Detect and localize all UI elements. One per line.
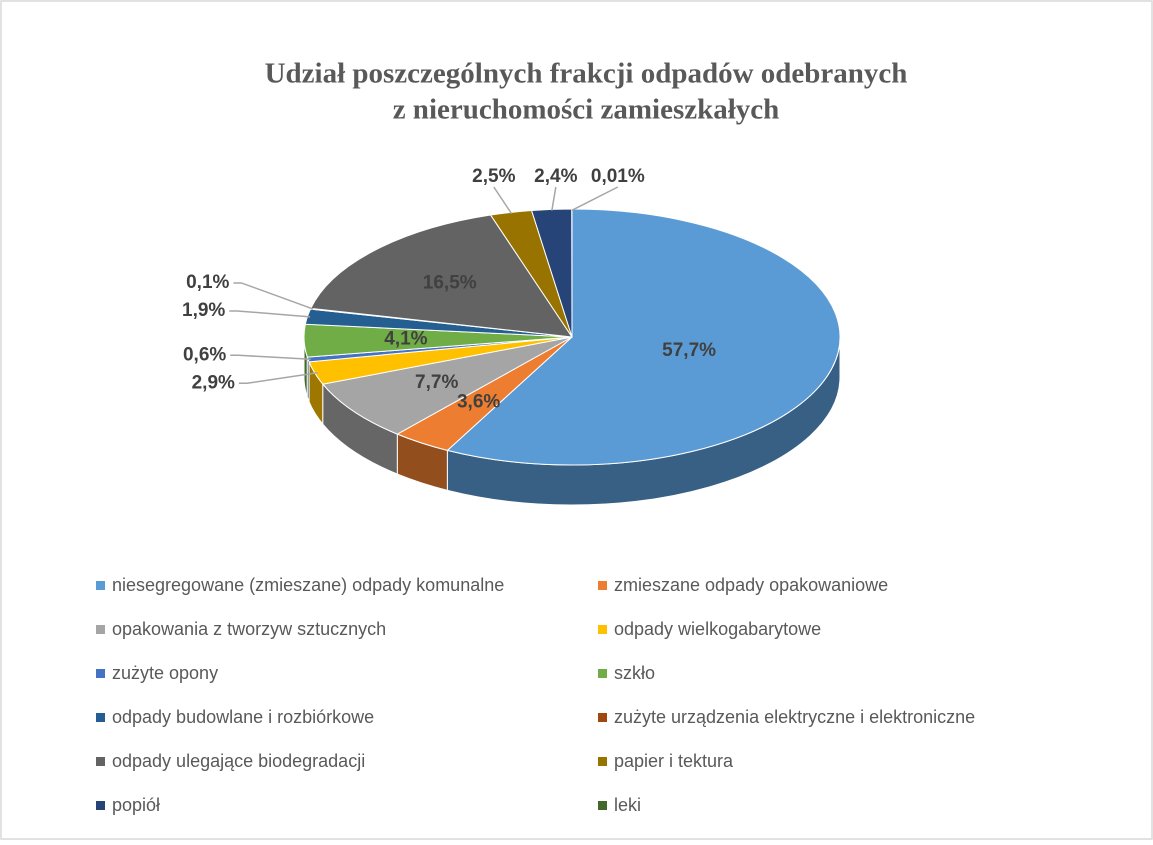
- legend-label: odpady budowlane i rozbiórkowe: [112, 707, 374, 727]
- legend-swatch: [598, 581, 607, 590]
- legend-label: papier i tektura: [614, 751, 734, 771]
- legend-label: popiół: [112, 795, 160, 815]
- legend-swatch: [598, 625, 607, 634]
- legend-label: niesegregowane (zmieszane) odpady komuna…: [112, 575, 504, 595]
- legend-label: zmieszane odpady opakowaniowe: [614, 575, 888, 595]
- legend-label: leki: [614, 795, 641, 815]
- data-label: 2,9%: [192, 372, 235, 393]
- legend-swatch: [96, 757, 105, 766]
- data-label: 3,6%: [457, 392, 500, 413]
- legend-swatch: [598, 669, 607, 678]
- data-label: 1,9%: [182, 300, 225, 321]
- data-label: 0,01%: [591, 166, 645, 187]
- data-label: 0,6%: [183, 344, 226, 365]
- legend-label: zużyte urządzenia elektryczne i elektron…: [614, 707, 975, 727]
- legend-swatch: [96, 581, 105, 590]
- legend-swatch: [96, 625, 105, 634]
- legend-label: odpady wielkogabarytowe: [614, 619, 821, 639]
- legend-swatch: [96, 669, 105, 678]
- legend-label: odpady ulegające biodegradacji: [112, 751, 365, 771]
- chart-title: Udział poszczególnych frakcji odpadów od…: [265, 58, 908, 90]
- chart-title: z nieruchomości zamieszkałych: [393, 94, 780, 126]
- legend-swatch: [598, 713, 607, 722]
- legend-swatch: [598, 757, 607, 766]
- data-label: 2,4%: [534, 166, 577, 187]
- legend-swatch: [96, 801, 105, 810]
- data-label: 4,1%: [384, 328, 427, 349]
- legend-label: szkło: [614, 663, 655, 683]
- legend-label: zużyte opony: [112, 663, 218, 683]
- legend-swatch: [96, 713, 105, 722]
- data-label: 2,5%: [472, 166, 515, 187]
- legend-swatch: [598, 801, 607, 810]
- data-label: 16,5%: [423, 272, 477, 293]
- legend-label: opakowania z tworzyw sztucznych: [112, 619, 386, 639]
- data-label: 0,1%: [186, 272, 229, 293]
- data-label: 7,7%: [415, 372, 458, 393]
- data-label: 57,7%: [662, 340, 716, 361]
